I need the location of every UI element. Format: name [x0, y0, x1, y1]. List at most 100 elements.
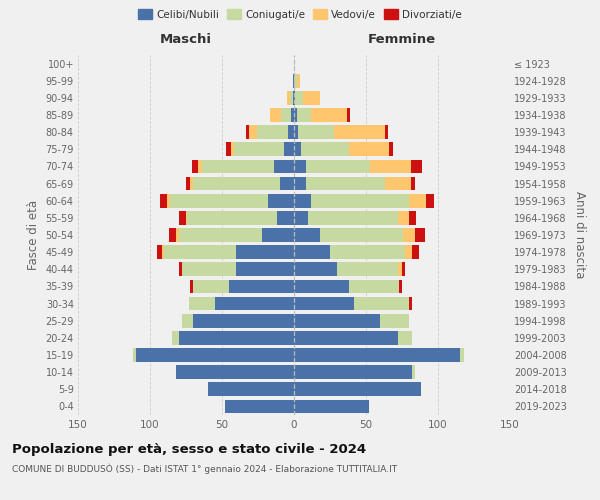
Bar — [294, 91, 295, 104]
Bar — [182, 314, 193, 328]
Bar — [179, 262, 182, 276]
Bar — [268, 194, 294, 207]
Y-axis label: Fasce di età: Fasce di età — [27, 200, 40, 270]
Bar — [197, 160, 202, 173]
Bar — [294, 108, 297, 122]
Bar — [189, 296, 215, 310]
Bar — [257, 126, 288, 139]
Bar — [236, 246, 294, 259]
Bar — [186, 176, 190, 190]
Bar — [169, 228, 176, 242]
Bar — [225, 400, 294, 413]
Bar — [399, 280, 402, 293]
Bar — [349, 280, 399, 293]
Bar — [215, 296, 294, 310]
Bar — [410, 160, 422, 173]
Bar — [385, 176, 410, 190]
Bar — [164, 246, 236, 259]
Bar — [182, 262, 236, 276]
Bar — [347, 108, 350, 122]
Bar — [290, 91, 293, 104]
Bar — [305, 176, 385, 190]
Bar — [294, 348, 460, 362]
Bar — [398, 211, 409, 224]
Bar — [202, 160, 274, 173]
Bar — [133, 348, 136, 362]
Bar — [294, 194, 311, 207]
Bar — [334, 126, 385, 139]
Bar — [370, 160, 410, 173]
Text: Maschi: Maschi — [160, 34, 212, 46]
Bar — [427, 194, 434, 207]
Bar — [193, 314, 294, 328]
Bar — [385, 126, 388, 139]
Bar — [277, 211, 294, 224]
Bar — [294, 126, 298, 139]
Bar — [295, 91, 302, 104]
Bar — [294, 296, 355, 310]
Bar — [293, 74, 294, 88]
Bar — [297, 74, 300, 88]
Bar — [179, 228, 262, 242]
Bar — [230, 142, 233, 156]
Bar — [294, 366, 412, 379]
Bar — [294, 246, 330, 259]
Text: Femmine: Femmine — [368, 34, 436, 46]
Bar — [298, 126, 334, 139]
Bar — [160, 194, 167, 207]
Bar — [176, 366, 294, 379]
Bar — [262, 228, 294, 242]
Bar — [294, 400, 369, 413]
Bar — [410, 176, 415, 190]
Bar — [389, 142, 394, 156]
Bar — [330, 246, 405, 259]
Bar — [294, 211, 308, 224]
Bar — [287, 91, 290, 104]
Bar — [460, 348, 464, 362]
Bar — [294, 228, 320, 242]
Bar — [311, 108, 347, 122]
Bar — [402, 262, 405, 276]
Bar — [308, 211, 398, 224]
Bar — [294, 160, 305, 173]
Bar — [190, 176, 193, 190]
Bar — [320, 228, 403, 242]
Bar — [403, 228, 415, 242]
Bar — [305, 160, 370, 173]
Y-axis label: Anni di nascita: Anni di nascita — [574, 192, 586, 278]
Bar — [337, 262, 398, 276]
Bar — [291, 108, 294, 122]
Bar — [288, 126, 294, 139]
Bar — [176, 228, 179, 242]
Bar — [398, 331, 412, 344]
Bar — [405, 246, 412, 259]
Bar — [311, 194, 409, 207]
Bar — [193, 176, 280, 190]
Bar — [280, 176, 294, 190]
Bar — [294, 280, 349, 293]
Bar — [192, 160, 197, 173]
Bar — [302, 91, 320, 104]
Bar — [179, 331, 294, 344]
Bar — [294, 331, 398, 344]
Bar — [409, 296, 412, 310]
Bar — [412, 366, 415, 379]
Bar — [136, 348, 294, 362]
Bar — [301, 142, 349, 156]
Bar — [409, 194, 427, 207]
Bar — [236, 262, 294, 276]
Bar — [284, 142, 294, 156]
Bar — [294, 314, 380, 328]
Bar — [161, 246, 164, 259]
Bar — [293, 91, 294, 104]
Bar — [294, 74, 297, 88]
Bar — [226, 142, 230, 156]
Bar — [409, 211, 416, 224]
Bar — [229, 280, 294, 293]
Text: COMUNE DI BUDDUSÒ (SS) - Dati ISTAT 1° gennaio 2024 - Elaborazione TUTTITALIA.IT: COMUNE DI BUDDUSÒ (SS) - Dati ISTAT 1° g… — [12, 464, 397, 474]
Bar — [179, 211, 186, 224]
Bar — [208, 382, 294, 396]
Bar — [412, 246, 419, 259]
Bar — [349, 142, 389, 156]
Bar — [269, 108, 281, 122]
